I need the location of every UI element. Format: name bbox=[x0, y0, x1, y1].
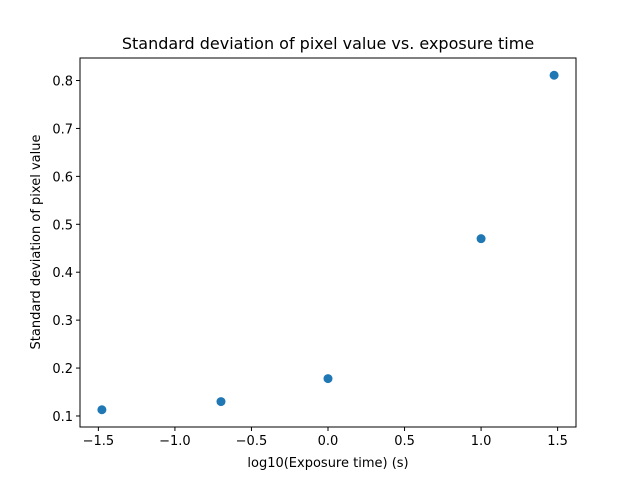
y-tick-label: 0.2 bbox=[52, 362, 73, 377]
y-tick-label: 0.6 bbox=[52, 170, 73, 185]
x-axis-label: log10(Exposure time) (s) bbox=[247, 456, 408, 471]
x-tick-label: −0.5 bbox=[236, 434, 268, 449]
axes-frame bbox=[79, 57, 577, 428]
x-tick-label: −1.5 bbox=[83, 434, 115, 449]
y-axis-ticks: 0.1 0.2 0.3 0.4 0.5 0.6 0.7 0.8 bbox=[52, 75, 80, 425]
x-tick-label: 0.5 bbox=[394, 434, 415, 449]
x-axis-ticks: −1.5 −1.0 −0.5 0.0 0.5 1.0 1.5 bbox=[83, 427, 568, 449]
x-tick-label: −1.0 bbox=[159, 434, 191, 449]
x-tick-label: 0.0 bbox=[318, 434, 339, 449]
data-points bbox=[97, 70, 559, 415]
data-point bbox=[549, 70, 559, 80]
y-axis-label: Standard deviation of pixel value bbox=[29, 135, 44, 350]
y-tick-label: 0.5 bbox=[52, 218, 73, 233]
y-tick-label: 0.8 bbox=[52, 75, 73, 90]
y-tick-label: 0.1 bbox=[52, 410, 73, 425]
plot-area: −1.5 −1.0 −0.5 0.0 0.5 1.0 1.5 0.1 0.2 0.3 0.4 0.5… bbox=[52, 57, 577, 449]
data-point bbox=[323, 374, 333, 384]
x-tick-label: 1.5 bbox=[547, 434, 568, 449]
y-tick-label: 0.3 bbox=[52, 314, 73, 329]
data-point bbox=[97, 405, 107, 415]
data-point bbox=[216, 397, 226, 407]
y-tick-label: 0.7 bbox=[52, 122, 73, 137]
y-tick-label: 0.4 bbox=[52, 266, 73, 281]
x-tick-label: 1.0 bbox=[471, 434, 492, 449]
chart-title: Standard deviation of pixel value vs. ex… bbox=[122, 34, 534, 53]
data-point bbox=[476, 234, 486, 244]
